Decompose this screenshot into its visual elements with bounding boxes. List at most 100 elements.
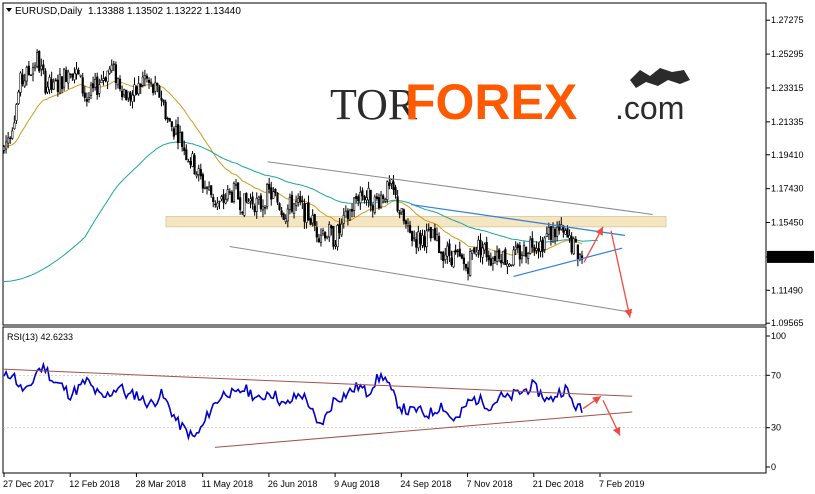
candle-body bbox=[388, 182, 391, 186]
candle-body bbox=[321, 230, 325, 235]
candle-body bbox=[373, 196, 376, 213]
candle-body bbox=[375, 196, 379, 200]
candle-body bbox=[89, 84, 93, 96]
candle-body bbox=[116, 78, 120, 86]
candle-body bbox=[268, 183, 271, 190]
candle bbox=[228, 188, 231, 196]
candle bbox=[160, 90, 163, 107]
candle bbox=[473, 246, 476, 255]
candle bbox=[419, 229, 422, 251]
candle-body bbox=[330, 225, 333, 229]
candle bbox=[551, 222, 555, 243]
candle bbox=[456, 248, 459, 258]
candle-body bbox=[91, 83, 95, 89]
candle bbox=[23, 73, 26, 88]
candle-body bbox=[510, 264, 513, 267]
candle bbox=[520, 251, 524, 264]
candle-body bbox=[263, 207, 267, 209]
candle bbox=[201, 172, 204, 194]
candle bbox=[537, 242, 540, 259]
candle bbox=[564, 228, 567, 235]
candle bbox=[533, 244, 536, 256]
candle-body bbox=[56, 79, 59, 92]
candle-body bbox=[266, 184, 269, 208]
candle-body bbox=[396, 196, 399, 212]
candle bbox=[156, 82, 159, 93]
candle-body bbox=[522, 245, 526, 257]
candle bbox=[125, 89, 128, 101]
candle-body bbox=[187, 160, 190, 163]
candle-body bbox=[303, 203, 306, 222]
candle bbox=[504, 247, 507, 265]
candle bbox=[282, 212, 285, 220]
current-price-marker bbox=[767, 250, 814, 263]
triangle-upper-line bbox=[411, 203, 625, 236]
candle bbox=[398, 209, 401, 219]
candle-body bbox=[270, 187, 273, 200]
candle bbox=[479, 233, 482, 263]
candle bbox=[15, 103, 18, 124]
candle bbox=[94, 72, 97, 91]
candle-body bbox=[98, 84, 101, 94]
candle bbox=[118, 75, 122, 92]
support-resistance-zone bbox=[165, 216, 667, 228]
candle-body bbox=[406, 222, 410, 227]
time-axis: 27 Dec 2017 12 Feb 2018 28 Mar 2018 11 May … bbox=[3, 473, 645, 489]
candle-body bbox=[27, 65, 30, 75]
rsi-lower-trendline bbox=[214, 411, 633, 448]
candle-body bbox=[3, 146, 6, 151]
candle-body bbox=[541, 239, 544, 252]
time-tick-label: 7 Nov 2018 bbox=[467, 479, 513, 489]
collapse-triangle-icon[interactable] bbox=[6, 8, 12, 12]
candle-body bbox=[149, 82, 153, 84]
candle-body bbox=[11, 130, 14, 139]
candle-body bbox=[33, 65, 37, 69]
time-tick-label: 12 Feb 2018 bbox=[69, 479, 120, 489]
candle-body bbox=[106, 70, 109, 83]
candle bbox=[67, 69, 70, 90]
candle bbox=[154, 75, 157, 95]
candle bbox=[462, 253, 466, 271]
candle-body bbox=[243, 193, 246, 216]
candle-body bbox=[203, 186, 207, 189]
candle-body bbox=[52, 81, 55, 90]
candle-body bbox=[104, 77, 107, 82]
candle-body bbox=[533, 247, 536, 252]
candle-body bbox=[193, 155, 196, 175]
channel-upper-line bbox=[267, 161, 653, 215]
time-tick-label: 7 Feb 2019 bbox=[599, 479, 645, 489]
candle-body bbox=[417, 231, 420, 249]
candle bbox=[191, 151, 194, 168]
candle bbox=[392, 175, 395, 195]
candle bbox=[110, 59, 113, 73]
candle bbox=[127, 91, 130, 103]
candle bbox=[435, 227, 439, 242]
candle bbox=[444, 247, 447, 264]
candle bbox=[442, 250, 445, 269]
candle bbox=[178, 125, 182, 143]
candle bbox=[19, 71, 22, 97]
candle-body bbox=[543, 237, 546, 250]
candle-body bbox=[394, 187, 397, 195]
price-tick-label: 1.25295 bbox=[771, 49, 804, 59]
candle-body bbox=[566, 228, 569, 238]
candle-body bbox=[504, 249, 507, 265]
candle bbox=[483, 242, 486, 254]
candle-body bbox=[23, 80, 26, 87]
candle bbox=[400, 208, 403, 216]
candle bbox=[313, 213, 316, 232]
candle-body bbox=[537, 248, 540, 252]
candle-body bbox=[489, 258, 492, 266]
candle bbox=[411, 230, 414, 247]
candle-body bbox=[15, 104, 18, 121]
candle-body bbox=[108, 68, 111, 74]
candle-body bbox=[205, 187, 209, 189]
candle bbox=[172, 126, 175, 140]
candle bbox=[25, 65, 28, 86]
candle-body bbox=[212, 197, 215, 202]
candle-body bbox=[114, 64, 117, 84]
candle bbox=[104, 76, 107, 83]
candle bbox=[129, 90, 132, 106]
candle bbox=[448, 239, 451, 263]
